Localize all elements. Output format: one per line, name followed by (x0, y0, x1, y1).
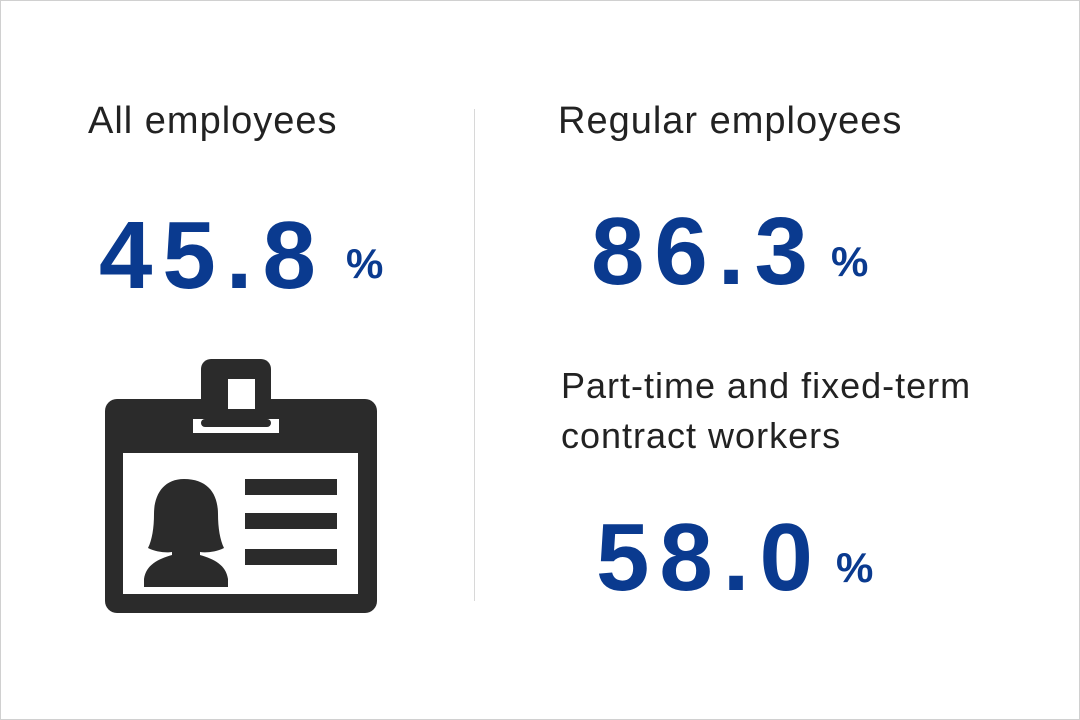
stat-value: 45.8 (99, 202, 326, 309)
text-line (245, 513, 337, 529)
text-line (245, 479, 337, 495)
stat-unit: % (346, 240, 384, 287)
stat-label: Regular employees (558, 100, 903, 142)
stat-unit: % (836, 544, 874, 591)
stat-label: All employees (88, 100, 338, 142)
stat-value: 86.3 (591, 198, 818, 305)
id-badge-icon (105, 359, 377, 613)
stat-value: 58.0 (596, 504, 823, 611)
stat-unit: % (831, 238, 869, 285)
stat-label: Part-time and fixed-term contract worker… (561, 365, 972, 456)
text-line (245, 549, 337, 565)
clip-hole (228, 379, 255, 409)
clip-base (201, 419, 271, 427)
divider (474, 109, 475, 601)
person-silhouette (144, 479, 228, 587)
